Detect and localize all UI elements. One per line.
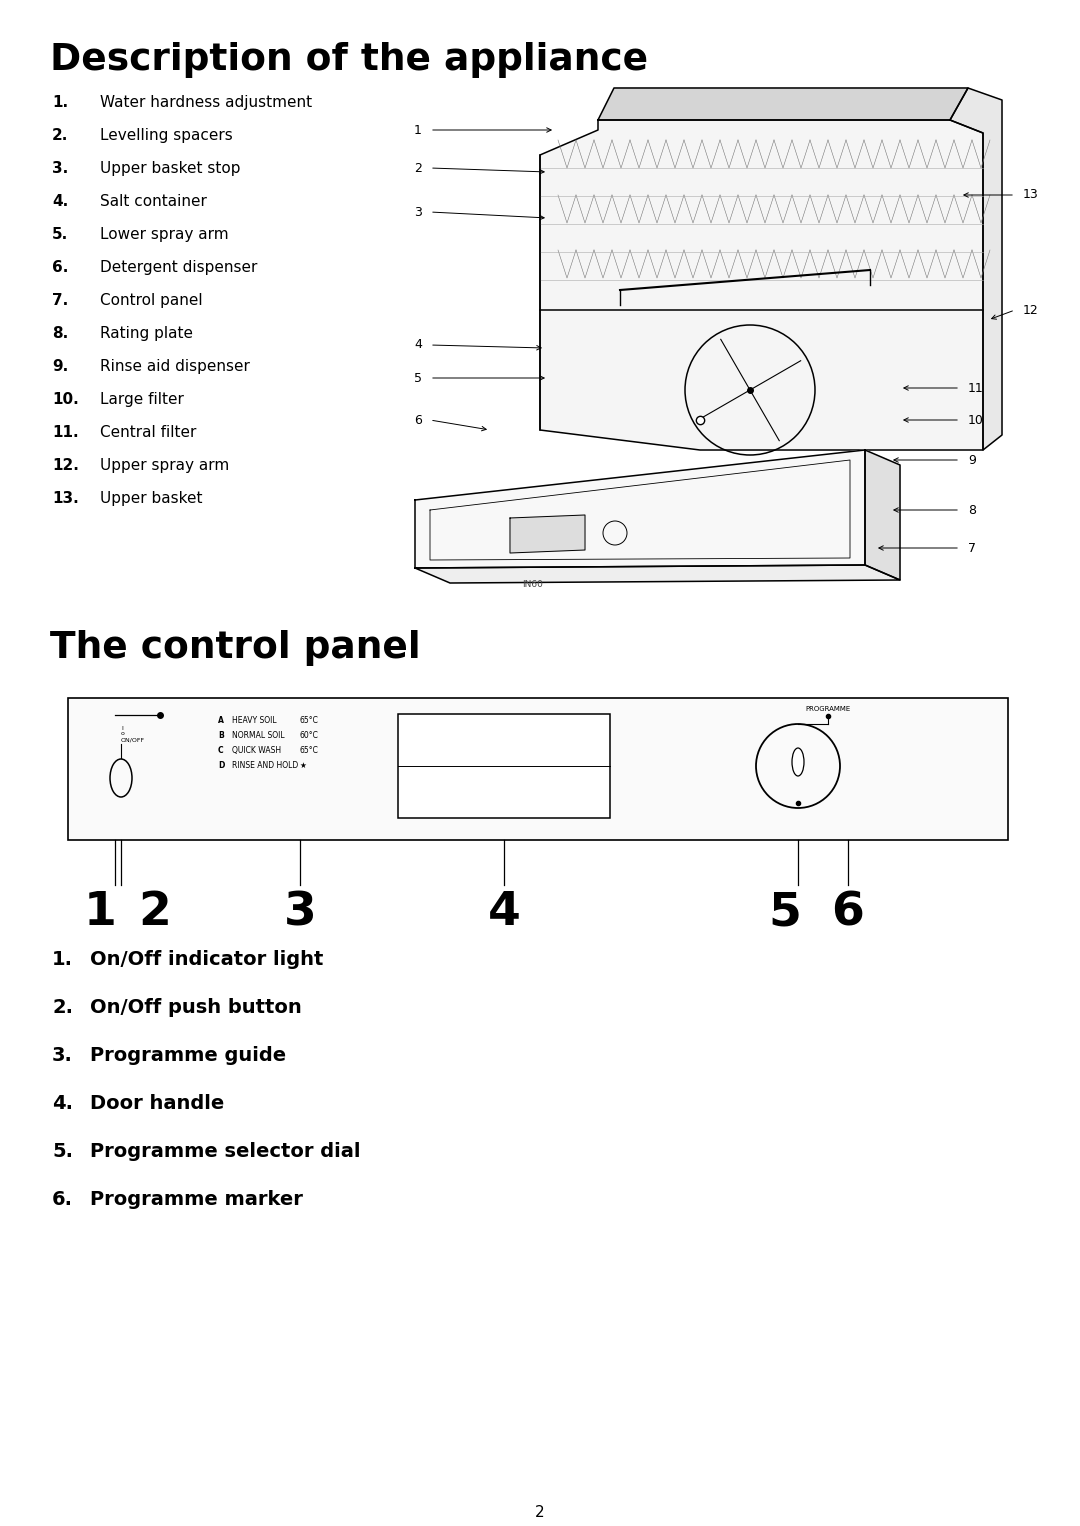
Text: Door handle: Door handle: [90, 1094, 225, 1112]
Text: 1.: 1.: [52, 951, 73, 969]
Text: 13.: 13.: [52, 491, 79, 507]
Text: 7: 7: [968, 542, 976, 554]
Polygon shape: [510, 514, 585, 552]
Text: 2.: 2.: [52, 128, 68, 143]
Text: 2: 2: [138, 890, 172, 935]
Text: 9: 9: [968, 453, 976, 467]
Text: Control panel: Control panel: [100, 293, 203, 308]
Text: I
o: I o: [121, 726, 125, 736]
Text: 12.: 12.: [52, 458, 79, 473]
Text: ON/OFF: ON/OFF: [121, 737, 145, 742]
Text: 7.: 7.: [52, 293, 68, 308]
Text: 5.: 5.: [52, 227, 68, 243]
Text: Levelling spacers: Levelling spacers: [100, 128, 233, 143]
Text: 4.: 4.: [52, 1094, 73, 1112]
Text: 3: 3: [284, 890, 316, 935]
Text: 1.: 1.: [52, 95, 68, 110]
Text: QUICK WASH: QUICK WASH: [232, 746, 281, 755]
Text: 6.: 6.: [52, 1190, 73, 1209]
Bar: [399, 714, 610, 818]
Text: 4: 4: [414, 339, 422, 351]
Text: 6: 6: [832, 890, 864, 935]
Text: 13: 13: [1023, 189, 1039, 201]
Text: 4.: 4.: [52, 194, 68, 209]
Text: 1: 1: [83, 890, 117, 935]
Text: 11.: 11.: [52, 426, 79, 439]
Text: 5: 5: [414, 371, 422, 385]
Text: 9.: 9.: [52, 359, 68, 374]
Text: 12: 12: [1023, 304, 1039, 316]
Polygon shape: [540, 121, 983, 450]
Text: 3.: 3.: [52, 1045, 72, 1065]
Bar: [68, 697, 1008, 839]
Text: RINSE AND HOLD: RINSE AND HOLD: [232, 761, 298, 771]
Text: 5: 5: [769, 890, 801, 935]
Text: Upper spray arm: Upper spray arm: [100, 458, 229, 473]
Text: Programme guide: Programme guide: [90, 1045, 286, 1065]
Text: Upper basket: Upper basket: [100, 491, 203, 507]
Text: 65°C: 65°C: [300, 716, 319, 725]
Polygon shape: [415, 450, 865, 568]
Text: NORMAL SOIL: NORMAL SOIL: [232, 731, 285, 740]
Text: Detergent dispenser: Detergent dispenser: [100, 259, 257, 275]
Text: A: A: [218, 716, 224, 725]
Text: ★: ★: [300, 761, 307, 771]
Text: Rating plate: Rating plate: [100, 327, 193, 340]
Text: 8: 8: [968, 504, 976, 516]
Text: Upper basket stop: Upper basket stop: [100, 162, 241, 175]
Text: 2: 2: [536, 1505, 544, 1520]
Text: 8.: 8.: [52, 327, 68, 340]
Text: Programme selector dial: Programme selector dial: [90, 1141, 361, 1161]
Ellipse shape: [792, 748, 804, 777]
Polygon shape: [950, 89, 1002, 450]
Text: The control panel: The control panel: [50, 630, 420, 665]
Text: 2: 2: [414, 162, 422, 174]
Text: 6: 6: [414, 414, 422, 426]
Text: 10.: 10.: [52, 392, 79, 407]
Text: 6.: 6.: [52, 259, 68, 275]
Text: 60°C: 60°C: [300, 731, 319, 740]
Text: Rinse aid dispenser: Rinse aid dispenser: [100, 359, 249, 374]
Text: PROGRAMME: PROGRAMME: [806, 707, 851, 713]
Text: 5.: 5.: [52, 1141, 73, 1161]
Text: Salt container: Salt container: [100, 194, 207, 209]
Polygon shape: [415, 565, 900, 583]
Text: 10: 10: [968, 414, 984, 426]
Text: D: D: [218, 761, 225, 771]
Polygon shape: [865, 450, 900, 580]
Text: 11: 11: [968, 382, 984, 395]
Text: Lower spray arm: Lower spray arm: [100, 227, 229, 243]
Text: Description of the appliance: Description of the appliance: [50, 43, 648, 78]
Text: C: C: [218, 746, 224, 755]
Text: 4: 4: [487, 890, 521, 935]
Text: B: B: [218, 731, 224, 740]
Polygon shape: [598, 89, 968, 121]
Text: On/Off push button: On/Off push button: [90, 998, 301, 1016]
Text: 3.: 3.: [52, 162, 68, 175]
Text: IN60: IN60: [523, 580, 543, 589]
Text: Water hardness adjustment: Water hardness adjustment: [100, 95, 312, 110]
Text: Large filter: Large filter: [100, 392, 184, 407]
Text: 2.: 2.: [52, 998, 73, 1016]
Text: 3: 3: [414, 206, 422, 218]
Text: 65°C: 65°C: [300, 746, 319, 755]
Text: On/Off indicator light: On/Off indicator light: [90, 951, 323, 969]
Text: Programme marker: Programme marker: [90, 1190, 302, 1209]
Text: Central filter: Central filter: [100, 426, 197, 439]
Text: 1: 1: [414, 124, 422, 136]
Text: HEAVY SOIL: HEAVY SOIL: [232, 716, 276, 725]
